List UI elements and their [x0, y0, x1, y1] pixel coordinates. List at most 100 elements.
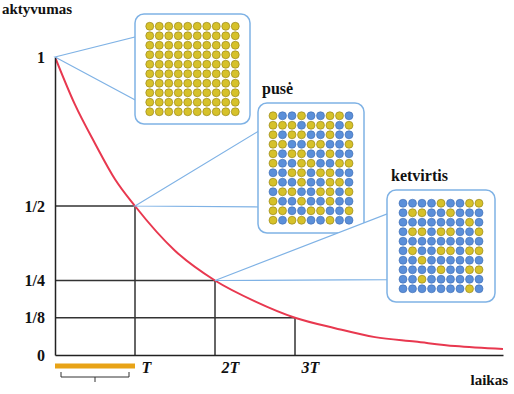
particle-decayed: [317, 216, 325, 224]
particle-decayed: [399, 285, 407, 293]
particle-decayed: [317, 131, 325, 139]
particle-undecayed: [146, 41, 154, 49]
particle-decayed: [298, 207, 306, 215]
particle-undecayed: [437, 247, 445, 255]
particle-decayed: [447, 266, 455, 274]
particle-undecayed: [279, 207, 287, 215]
particle-undecayed: [345, 188, 353, 196]
particle-decayed: [428, 247, 436, 255]
particle-decayed: [447, 218, 455, 226]
particle-decayed: [437, 209, 445, 217]
particle-undecayed: [269, 150, 277, 158]
particle-undecayed: [165, 70, 173, 78]
particle-decayed: [466, 228, 474, 236]
particle-undecayed: [298, 197, 306, 205]
particle-undecayed: [222, 60, 230, 68]
particle-undecayed: [288, 131, 296, 139]
grid-line-horizontal: [55, 280, 215, 282]
particle-undecayed: [184, 51, 192, 59]
particle-undecayed: [222, 79, 230, 87]
chart: 01/81/41/21T2T3Taktyvumaslaikaspusėketvi…: [0, 0, 514, 394]
particle-undecayed: [222, 41, 230, 49]
particle-undecayed: [146, 70, 154, 78]
particles: [269, 112, 353, 225]
particle-undecayed: [146, 51, 154, 59]
particle-undecayed: [146, 79, 154, 87]
particle-undecayed: [409, 209, 417, 217]
particle-decayed: [456, 266, 464, 274]
plot-area: [55, 57, 503, 355]
particle-undecayed: [203, 108, 211, 116]
particle-undecayed: [193, 41, 201, 49]
particle-undecayed: [269, 197, 277, 205]
particle-undecayed: [326, 112, 334, 120]
particle-undecayed: [475, 199, 483, 207]
particle-undecayed: [336, 112, 344, 120]
particle-undecayed: [307, 140, 315, 148]
particle-decayed: [279, 197, 287, 205]
particle-decayed: [269, 169, 277, 177]
particle-undecayed: [418, 256, 426, 264]
particle-undecayed: [165, 51, 173, 59]
inset: [55, 14, 250, 124]
particle-undecayed: [155, 22, 163, 30]
particle-undecayed: [165, 89, 173, 97]
particle-undecayed: [165, 108, 173, 116]
particle-decayed: [288, 178, 296, 186]
particle-undecayed: [269, 216, 277, 224]
particle-decayed: [418, 247, 426, 255]
particle-decayed: [456, 199, 464, 207]
particle-decayed: [317, 197, 325, 205]
particle-undecayed: [155, 108, 163, 116]
particle-undecayed: [345, 159, 353, 167]
particle-undecayed: [222, 108, 230, 116]
particle-undecayed: [203, 70, 211, 78]
particle-undecayed: [146, 32, 154, 40]
particle-undecayed: [155, 32, 163, 40]
particle-decayed: [345, 197, 353, 205]
inset-callout: [135, 129, 262, 207]
particle-undecayed: [174, 22, 182, 30]
particle-undecayed: [165, 60, 173, 68]
particles: [399, 199, 483, 293]
particle-undecayed: [298, 159, 306, 167]
particle-undecayed: [437, 199, 445, 207]
y-tick-label: 1/8: [25, 309, 45, 326]
particle-decayed: [288, 207, 296, 215]
particle-undecayed: [288, 188, 296, 196]
particle-undecayed: [203, 60, 211, 68]
particle-decayed: [288, 112, 296, 120]
particle-undecayed: [165, 79, 173, 87]
particle-decayed: [409, 237, 417, 245]
particle-undecayed: [174, 32, 182, 40]
particle-undecayed: [212, 22, 220, 30]
y-axis: 01/81/41/21: [25, 49, 56, 364]
particle-undecayed: [269, 140, 277, 148]
particle-undecayed: [447, 209, 455, 217]
particle-undecayed: [222, 32, 230, 40]
particle-decayed: [336, 188, 344, 196]
particle-decayed: [336, 169, 344, 177]
particle-decayed: [475, 209, 483, 217]
particle-decayed: [345, 150, 353, 158]
particle-undecayed: [466, 247, 474, 255]
particle-decayed: [456, 285, 464, 293]
particle-decayed: [409, 218, 417, 226]
decay-curve: [55, 57, 503, 349]
particle-undecayed: [174, 51, 182, 59]
particle-decayed: [456, 209, 464, 217]
particle-undecayed: [203, 51, 211, 59]
particle-undecayed: [336, 178, 344, 186]
particle-decayed: [279, 131, 287, 139]
particle-undecayed: [231, 70, 239, 78]
particle-undecayed: [231, 60, 239, 68]
particle-undecayed: [203, 79, 211, 87]
x-tick: 3T: [301, 359, 321, 376]
particle-undecayed: [231, 89, 239, 97]
y-tick: 0: [37, 347, 45, 364]
particle-decayed: [307, 178, 315, 186]
particle-undecayed: [317, 121, 325, 129]
particle-decayed: [466, 209, 474, 217]
particle-undecayed: [317, 140, 325, 148]
particle-undecayed: [184, 98, 192, 106]
